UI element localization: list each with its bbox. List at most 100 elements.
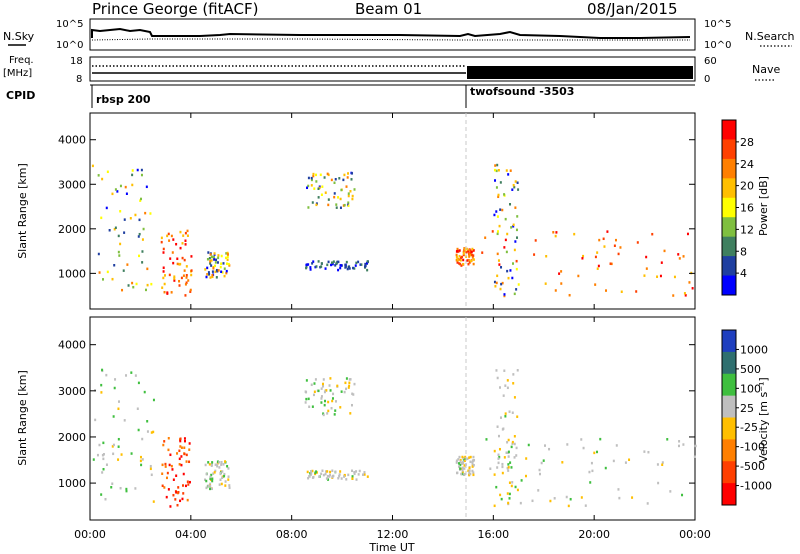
power-cell: [123, 218, 126, 221]
velocity-cell: [515, 454, 518, 457]
power-cell: [138, 254, 141, 258]
velocity-cell: [506, 492, 509, 495]
velocity-cell: [508, 481, 511, 484]
velocity-cell: [117, 458, 120, 461]
power-cell: [129, 217, 132, 220]
power-cell: [333, 195, 336, 199]
velocity-cell: [509, 461, 512, 464]
colorbar-swatch: [722, 120, 736, 140]
velocity-cell: [338, 473, 341, 476]
velocity-cell: [161, 472, 164, 475]
velocity-cell: [313, 390, 316, 394]
power-cell: [173, 275, 176, 278]
nsky-tick-top: 10^5: [56, 19, 83, 30]
power-cell: [496, 230, 499, 233]
freq-label: Freq.: [9, 55, 34, 66]
power-cell: [162, 251, 165, 254]
power-cell: [511, 188, 514, 191]
velocity-cell: [498, 455, 501, 459]
velocity-cell: [209, 484, 212, 488]
velocity-cell: [207, 461, 210, 464]
velocity-cell: [567, 504, 570, 508]
power-cell: [456, 258, 459, 261]
power-cell: [334, 177, 337, 181]
velocity-cell: [330, 406, 333, 410]
power-cell: [220, 270, 223, 274]
velocity-cell: [310, 472, 313, 475]
power-cell: [581, 257, 584, 260]
velocity-cell: [117, 400, 120, 403]
velocity-cell: [219, 478, 222, 481]
velocity-cell: [510, 466, 513, 469]
power-cell: [343, 203, 346, 207]
power-cell: [465, 247, 468, 251]
power-cell: [459, 259, 462, 262]
velocity-cell: [336, 384, 339, 388]
freq-panel: [89, 56, 696, 82]
velocity-cell: [496, 376, 499, 380]
velocity-cell: [466, 457, 469, 461]
power-cell: [594, 283, 597, 286]
velocity-cell: [501, 428, 504, 431]
velocity-cell: [210, 464, 213, 468]
velocity-cell: [183, 439, 186, 443]
velocity-cell: [218, 461, 221, 464]
power-cell: [185, 265, 188, 268]
y-tick-label: 3000: [58, 385, 86, 398]
power-cell: [333, 181, 336, 185]
velocity-cell: [306, 470, 309, 474]
colorbar-tick-label: 100: [740, 382, 761, 395]
velocity-cell: [580, 496, 583, 499]
velocity-cell: [457, 462, 460, 465]
power-cell: [335, 262, 338, 266]
power-cell: [226, 255, 229, 259]
velocity-cell: [305, 397, 308, 401]
velocity-cell: [510, 484, 513, 488]
power-cell: [224, 256, 227, 260]
velocity-cell: [464, 457, 467, 460]
velocity-cell: [469, 455, 472, 459]
power-cell: [468, 255, 471, 258]
velocity-cell: [208, 463, 211, 466]
velocity-cell: [205, 472, 208, 476]
velocity-cell: [326, 474, 329, 478]
velocity-cell: [182, 492, 185, 495]
nsearch-label: N.Search: [745, 30, 795, 43]
velocity-cell: [320, 395, 323, 398]
power-cell: [211, 275, 214, 279]
power-cell: [190, 269, 193, 272]
velocity-cell: [657, 481, 660, 485]
colorbar-swatch: [722, 395, 736, 418]
velocity-cell: [218, 483, 221, 486]
velocity-cell: [92, 458, 95, 461]
power-cell: [511, 276, 514, 280]
power-cell: [227, 262, 230, 266]
power-cell: [573, 232, 576, 236]
velocity-cell: [326, 412, 329, 415]
power-cell: [185, 276, 188, 279]
velocity-cell: [599, 437, 602, 441]
velocity-cell: [180, 463, 183, 467]
power-cell: [311, 201, 314, 204]
colorbar-tick-label: 24: [740, 158, 754, 171]
velocity-cell: [537, 489, 540, 492]
velocity-cell: [511, 481, 514, 484]
velocity-cell: [507, 463, 510, 466]
velocity-cell: [112, 443, 115, 447]
power-scale-label: Power [dB]: [757, 176, 770, 236]
power-cell: [347, 265, 350, 269]
velocity-cell: [329, 377, 332, 380]
power-cell: [619, 246, 622, 249]
velocity-cell: [304, 390, 307, 393]
power-cell: [172, 238, 175, 241]
velocity-cell: [615, 444, 618, 447]
velocity-cell: [204, 478, 207, 482]
power-cell: [342, 178, 345, 182]
power-cell: [513, 185, 516, 189]
velocity-cell: [98, 443, 101, 447]
colorbar-swatch: [722, 139, 736, 160]
velocity-cell: [493, 504, 496, 508]
power-cell: [315, 180, 318, 183]
power-cell: [620, 290, 623, 294]
velocity-cell: [565, 495, 568, 499]
